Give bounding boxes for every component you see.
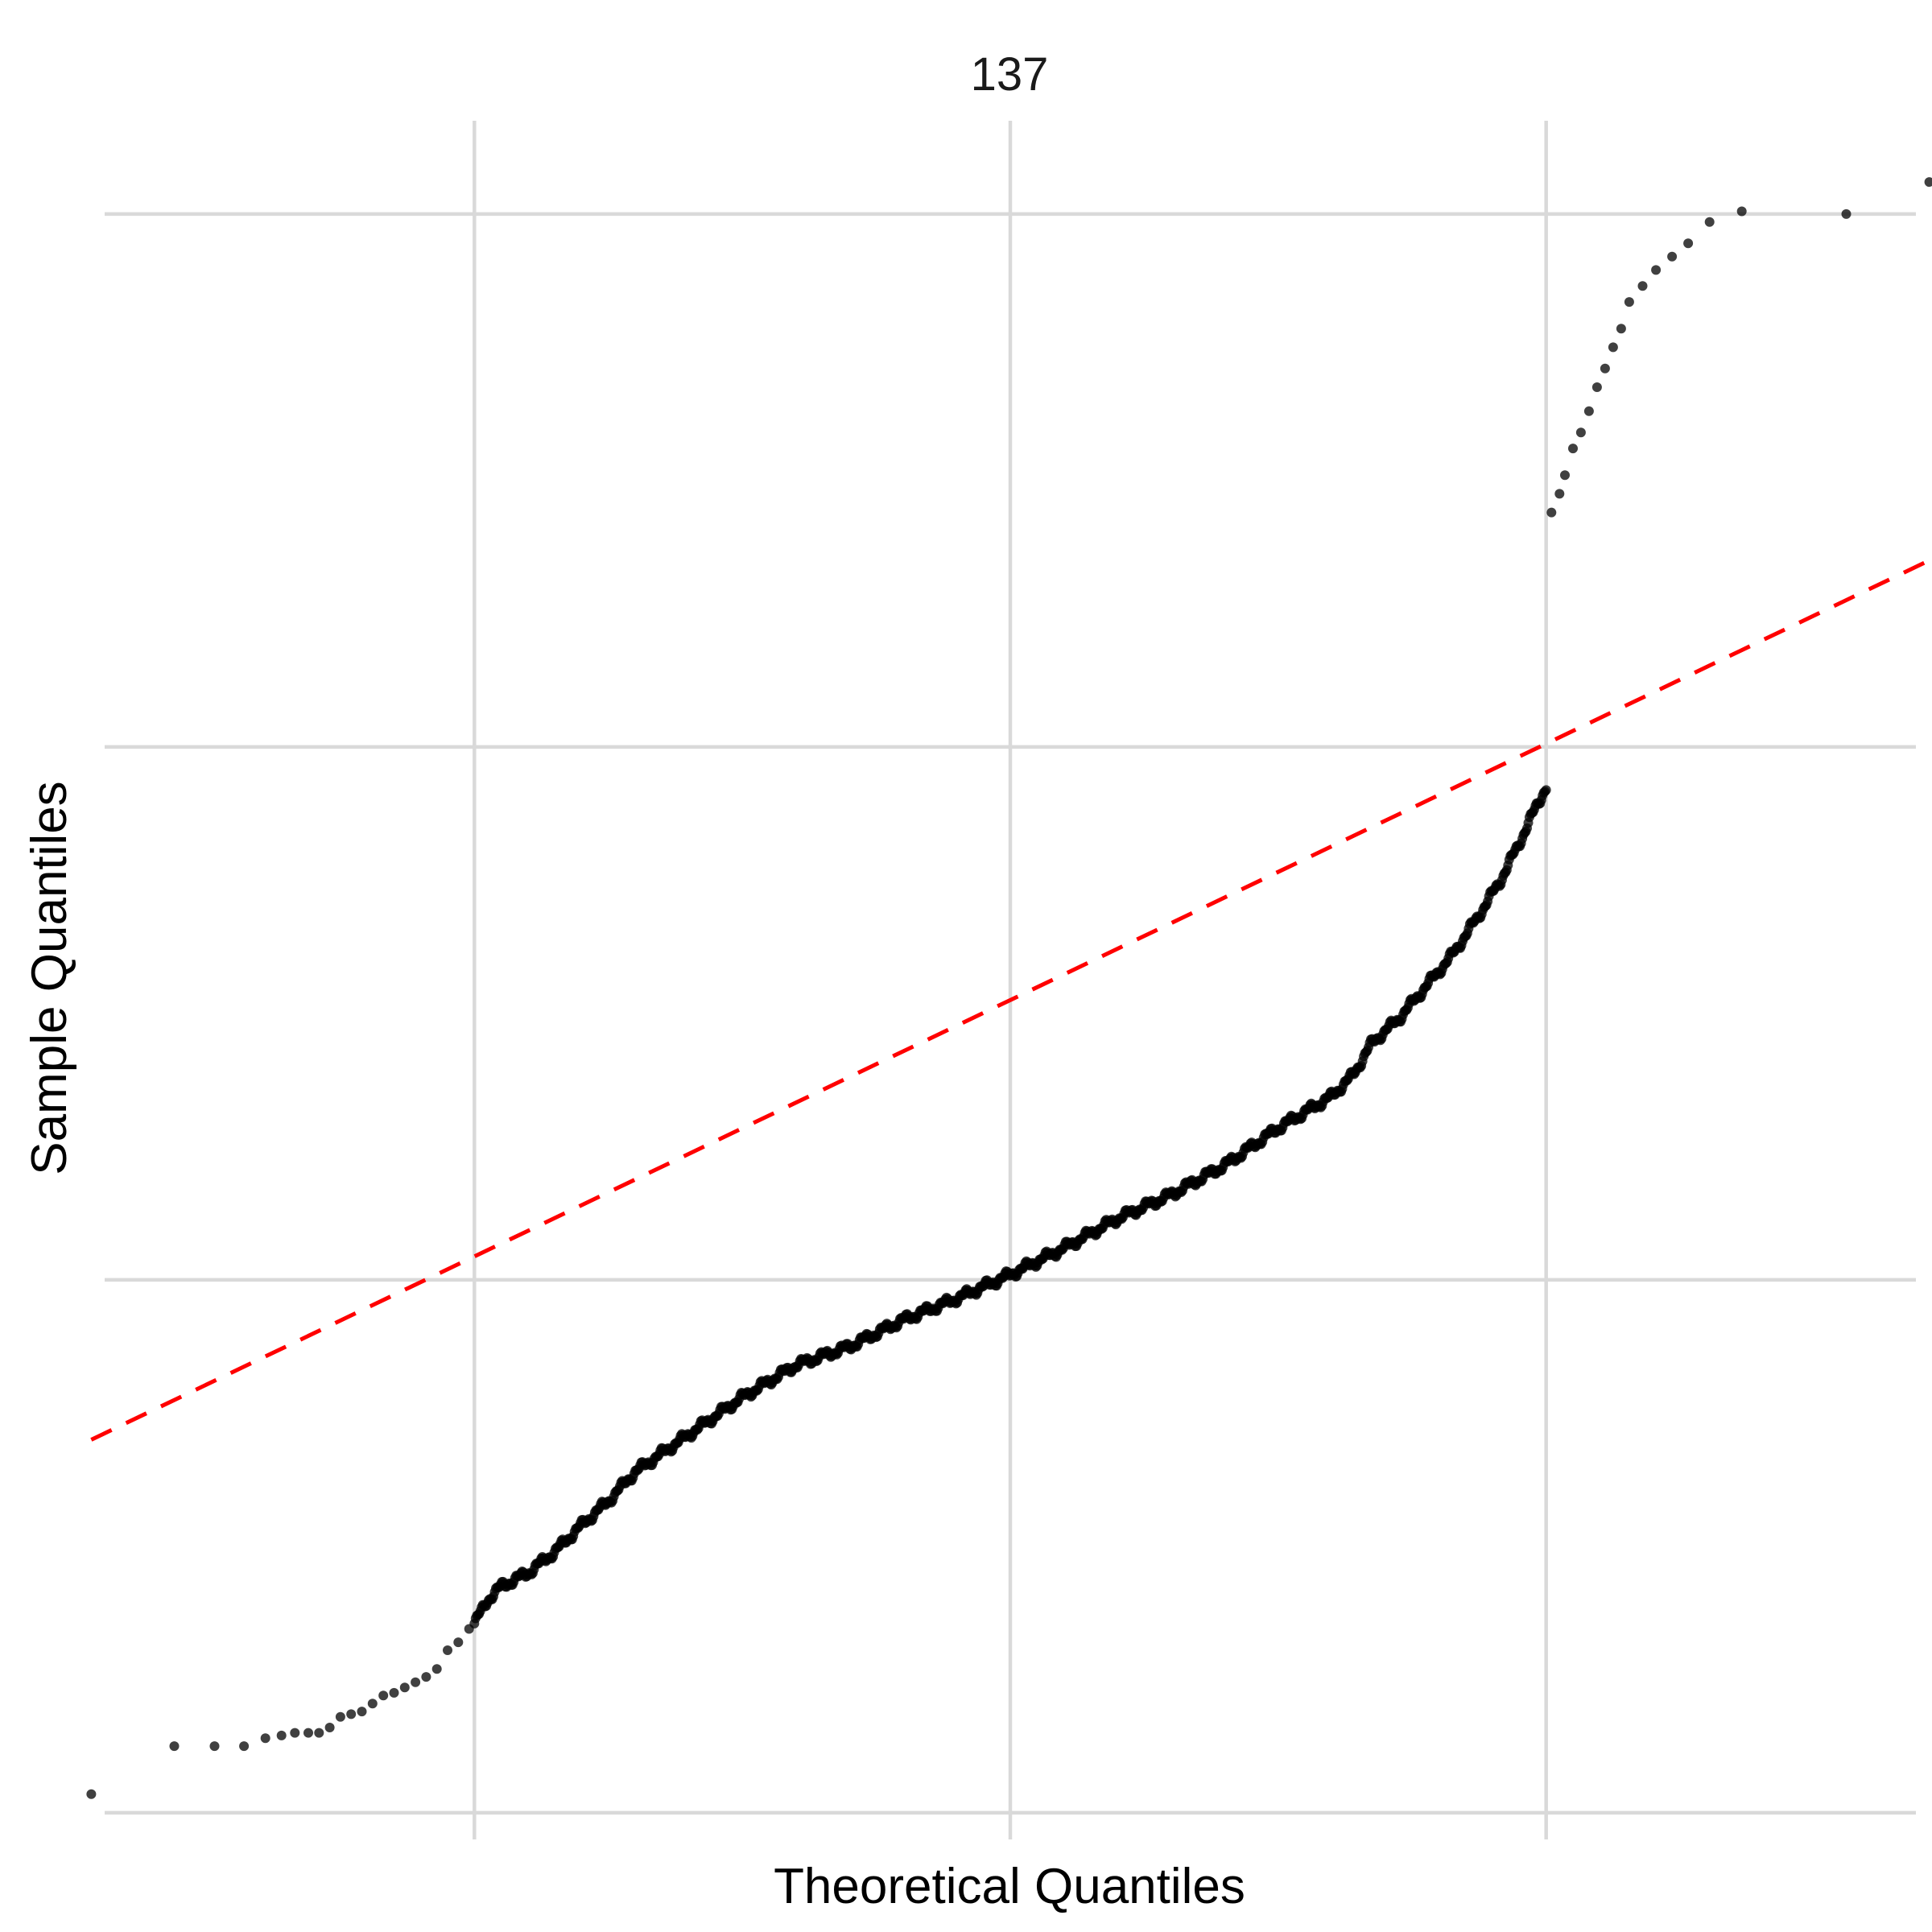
data-point <box>1600 363 1610 374</box>
data-point <box>357 1707 367 1717</box>
data-point <box>239 1741 250 1752</box>
data-point <box>431 1664 442 1674</box>
data-point <box>378 1690 389 1701</box>
data-point <box>1541 785 1551 795</box>
data-point <box>303 1728 313 1738</box>
data-point <box>1624 297 1634 308</box>
data-point <box>1924 177 1932 188</box>
x-axis-label: Theoretical Quantiles <box>774 1859 1245 1914</box>
data-point <box>260 1733 270 1744</box>
data-point <box>1546 507 1557 518</box>
data-point <box>1583 406 1594 416</box>
reference-line <box>90 558 1930 1442</box>
data-point <box>209 1741 220 1752</box>
data-point <box>453 1637 464 1648</box>
data-point <box>421 1672 431 1682</box>
data-point <box>443 1645 452 1655</box>
data-point <box>1841 208 1852 219</box>
chart-title: 137 <box>971 48 1049 101</box>
data-point <box>1736 206 1747 217</box>
data-point <box>389 1687 399 1698</box>
data-point <box>1637 281 1648 291</box>
data-point <box>346 1709 357 1719</box>
data-point <box>324 1723 335 1732</box>
data-point <box>411 1677 421 1687</box>
data-point <box>1575 427 1586 438</box>
data-point <box>1616 324 1626 334</box>
data-point <box>1608 342 1618 353</box>
data-point <box>1591 382 1602 392</box>
data-point <box>86 1789 97 1799</box>
data-point <box>1560 470 1570 481</box>
y-axis-label: Sample Quantiles <box>22 781 77 1174</box>
data-point <box>1568 444 1578 454</box>
data-point <box>314 1728 324 1738</box>
data-point <box>399 1682 410 1693</box>
data-point <box>276 1730 287 1740</box>
data-point <box>335 1711 345 1722</box>
data-point <box>290 1728 300 1738</box>
grid <box>105 121 1916 1839</box>
data-point <box>1651 265 1662 275</box>
data-point <box>367 1699 378 1709</box>
data-point <box>169 1741 180 1752</box>
data-point <box>1704 217 1715 227</box>
reference-line-group <box>90 558 1930 1442</box>
data-point <box>1554 489 1565 499</box>
points-group <box>86 177 1932 1799</box>
data-point <box>1667 251 1678 262</box>
data-point <box>1683 238 1694 249</box>
